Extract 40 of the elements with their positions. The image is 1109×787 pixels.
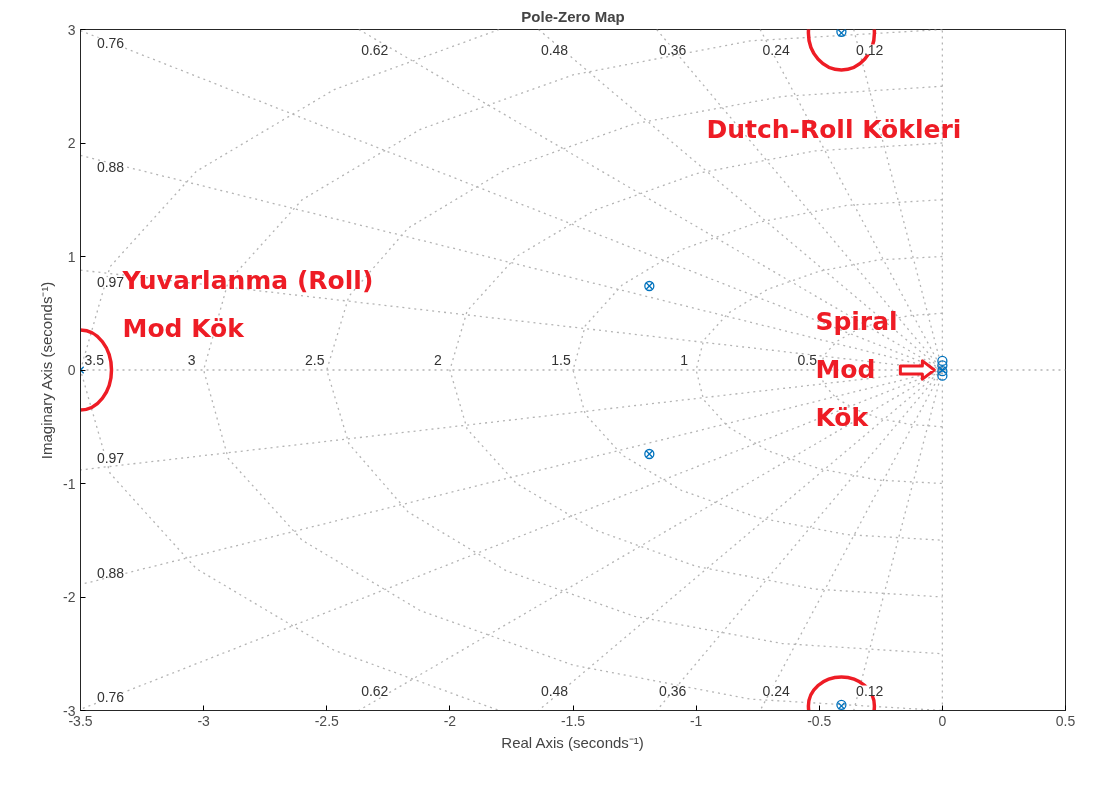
y-axis-title: Imaginary Axis (seconds⁻¹) (38, 281, 56, 460)
x-tick-label: -1.5 (560, 712, 586, 729)
series-label: 0.88 (96, 159, 125, 176)
x-tick-label: -0.5 (807, 712, 832, 729)
x-tick-label: -2.5 (314, 712, 340, 729)
series-label: 0.36 (659, 41, 687, 58)
series-label: 1 (680, 352, 689, 368)
x-tick-label: -3 (197, 712, 211, 729)
y-tick-label: 0 (67, 362, 76, 378)
x-tick-label: -2 (443, 712, 457, 729)
y-tick-label: 2 (67, 135, 76, 151)
y-tick-label: -1 (63, 475, 76, 492)
y-tick-label: 3 (67, 21, 76, 38)
x-tick-label: 0 (938, 712, 947, 729)
text: 0.76 (96, 689, 125, 706)
text: 0.24 (762, 682, 790, 699)
text: 0.62 (361, 41, 389, 58)
text: 0.48 (540, 682, 569, 699)
series-label: 0.62 (361, 682, 389, 699)
series-label: 0.12 (856, 41, 884, 58)
series-label: 0.48 (540, 41, 569, 58)
series-label: 0.24 (762, 41, 790, 58)
series-label: 0.76 (96, 34, 125, 51)
x-axis-title: Real Axis (seconds⁻¹) (501, 733, 644, 751)
series-label: 0.97 (96, 449, 125, 466)
text: 0.88 (96, 564, 125, 581)
series-label: 2 (433, 352, 442, 368)
x-tick-label: 0.5 (1055, 712, 1076, 729)
y-tick-label: 1 (67, 248, 76, 265)
series-label: 3 (187, 352, 196, 368)
text: 0.12 (856, 682, 884, 699)
series-label: 0.5 (797, 352, 818, 368)
chart-title: Pole-Zero Map (521, 7, 625, 25)
text: 0.36 (659, 682, 687, 699)
series-label: 3.5 (84, 352, 105, 368)
series-label: 1.5 (551, 352, 571, 368)
y-tick-label: -2 (63, 589, 76, 605)
annotation: Dutch-Roll Kökleri (706, 114, 962, 144)
x-tick-label: -1 (689, 712, 703, 729)
series-label: 2.5 (305, 352, 325, 368)
